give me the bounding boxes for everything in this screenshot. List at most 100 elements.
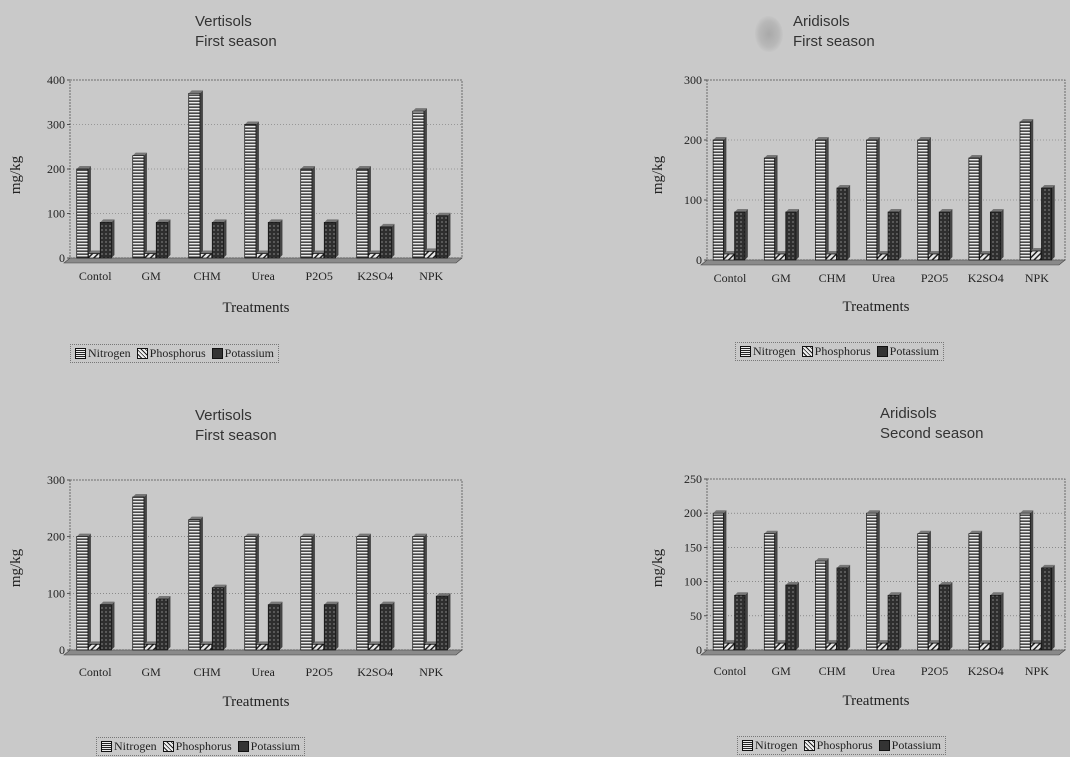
bar-phosphorus-urea — [256, 253, 269, 259]
y-tick-label: 100 — [47, 586, 65, 600]
bar-nitrogen-chm — [815, 560, 827, 651]
bar-top — [436, 212, 451, 216]
legend-label: Phosphorus — [814, 344, 871, 358]
legend-label: Nitrogen — [88, 346, 131, 360]
bar-top — [1041, 564, 1055, 568]
legend-item-potassium: Potassium — [211, 346, 274, 361]
y-tick-label: 0 — [59, 251, 65, 265]
x-tick-label: NPK — [419, 269, 443, 283]
bar-nitrogen-p2o5 — [300, 536, 313, 651]
bar-top — [1030, 640, 1044, 644]
bar-top — [888, 592, 902, 596]
bar-phosphorus-contol — [88, 253, 101, 259]
bar-top — [324, 219, 339, 223]
bar-nitrogen-urea — [244, 536, 257, 651]
bar-nitrogen-urea — [866, 139, 878, 261]
bar-phosphorus-chm — [825, 253, 837, 261]
bar-phosphorus-p2o5 — [928, 253, 940, 261]
chart-legend: Nitrogen Phosphorus Potassium — [96, 737, 306, 756]
bar-side — [847, 185, 851, 260]
bar-top — [200, 250, 215, 254]
legend-swatch-nitrogen — [742, 740, 753, 751]
bar-top — [256, 250, 271, 254]
bar-top — [188, 90, 203, 94]
bar-side — [1030, 119, 1034, 260]
bar-top — [380, 601, 395, 605]
legend-label: Nitrogen — [755, 738, 798, 752]
bar-nitrogen-chm — [188, 92, 201, 259]
bar-side — [447, 212, 451, 258]
bar-top — [968, 530, 983, 534]
bar-potassium-chm — [211, 587, 224, 651]
bar-side — [167, 219, 171, 258]
bar-top — [713, 510, 727, 514]
chart-subtitle: First season — [195, 33, 277, 50]
bar-side — [199, 516, 203, 650]
bar-top — [212, 584, 227, 588]
bar-nitrogen-p2o5 — [300, 168, 313, 259]
bar-top — [436, 593, 451, 597]
legend-swatch-phosphorus — [136, 348, 148, 359]
bar-potassium-gm — [155, 598, 168, 651]
bar-nitrogen-p2o5 — [917, 533, 929, 651]
y-tick-label: 150 — [684, 540, 702, 554]
bar-potassium-contol — [734, 594, 746, 651]
bar-side — [723, 510, 727, 650]
bar-side — [1000, 209, 1004, 260]
bar-top — [979, 640, 993, 644]
bar-side — [898, 209, 902, 260]
bar-top — [132, 494, 147, 497]
chart-subtitle: First season — [793, 33, 875, 50]
bar-top — [424, 641, 439, 645]
bar-side — [795, 582, 799, 650]
bar-top — [979, 251, 993, 254]
bar-nitrogen-contol — [712, 139, 724, 261]
bar-side — [335, 601, 339, 650]
chart-vertisols-first-season-top: Vertisols First season 0 100 200 300 400 Cont… — [0, 0, 535, 378]
x-tick-label: Contol — [79, 665, 112, 679]
legend-label: Potassium — [250, 739, 301, 753]
bar-potassium-chm — [211, 222, 224, 259]
x-axis-title: Treatments — [843, 299, 910, 315]
bar-top — [713, 137, 727, 140]
bar-side — [825, 137, 829, 260]
legend-label: Potassium — [891, 738, 942, 752]
bar-top — [356, 533, 371, 537]
bar-potassium-k2so4 — [989, 211, 1001, 261]
legend-item-potassium: Potassium — [878, 738, 942, 753]
bar-side — [423, 108, 427, 259]
bar-phosphorus-gm — [144, 643, 157, 651]
y-tick-label: 0 — [696, 253, 702, 267]
bar-side — [1051, 185, 1055, 260]
bar-top — [866, 137, 880, 140]
bar-side — [223, 584, 227, 650]
bar-top — [785, 209, 799, 212]
y-tick-label: 200 — [47, 530, 65, 544]
bar-top — [188, 516, 203, 520]
bar-side — [847, 564, 851, 650]
x-tick-label: CHM — [194, 269, 222, 283]
bar-potassium-chm — [836, 567, 848, 651]
chart-svg: 0 100 200 300 400 Contol GM CHM Urea P2O5 K2SO4 NPK… — [8, 73, 463, 316]
legend-swatch-nitrogen — [740, 346, 751, 357]
bar-top — [368, 250, 383, 254]
x-tick-label: Contol — [79, 269, 112, 283]
y-axis-title: mg/kg — [8, 548, 24, 587]
bar-side — [391, 223, 395, 258]
bar-side — [311, 166, 315, 258]
chart-title-block: Aridisols Second season — [880, 404, 983, 444]
bar-side — [744, 209, 748, 260]
bar-side — [223, 219, 227, 258]
bar-nitrogen-contol — [76, 168, 89, 259]
bar-top — [815, 137, 829, 140]
bar-potassium-p2o5 — [938, 584, 950, 651]
bar-nitrogen-npk — [1019, 512, 1031, 651]
bar-side — [111, 601, 115, 650]
bar-top — [775, 640, 789, 644]
y-tick-label: 250 — [684, 472, 702, 486]
bar-potassium-urea — [267, 222, 280, 259]
legend-item-nitrogen: Nitrogen — [742, 738, 798, 753]
bar-phosphorus-k2so4 — [368, 253, 381, 259]
x-tick-label: Urea — [872, 664, 896, 678]
bar-potassium-gm — [155, 222, 168, 259]
